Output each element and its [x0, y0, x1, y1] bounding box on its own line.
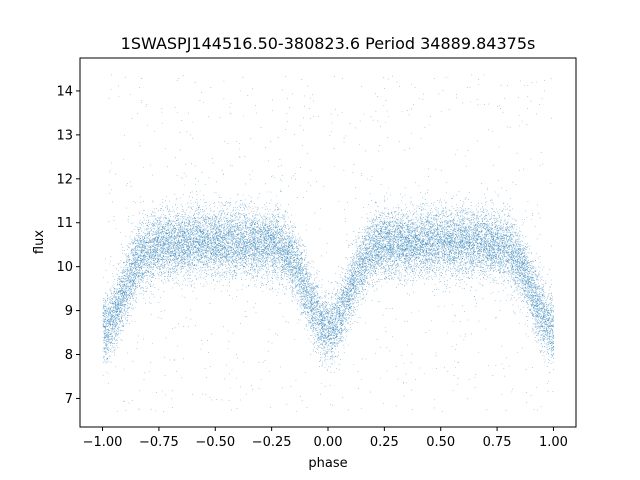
- x-tick-label: 1.00: [539, 435, 568, 450]
- x-tick-label: −1.00: [83, 435, 123, 450]
- x-tick-label: 0.00: [314, 435, 343, 450]
- x-axis-ticks: −1.00 −0.75 −0.50 −0.25 0.00 0.25 0.50 0.75 1.00: [83, 427, 568, 450]
- y-axis-ticks: 7 8 9 10 11 12 13 14: [56, 84, 80, 407]
- x-tick-label: 0.75: [483, 435, 512, 450]
- y-tick-label: 7: [65, 392, 73, 407]
- y-tick-label: 11: [56, 216, 73, 231]
- y-tick-label: 12: [56, 172, 73, 187]
- x-tick-label: −0.25: [252, 435, 292, 450]
- y-tick-label: 10: [56, 260, 73, 275]
- chart-title: 1SWASPJ144516.50-380823.6 Period 34889.8…: [121, 34, 536, 53]
- y-axis-label: flux: [32, 230, 47, 254]
- y-tick-label: 13: [56, 128, 73, 143]
- scatter-points: [102, 74, 555, 412]
- x-tick-label: −0.75: [139, 435, 179, 450]
- x-tick-label: 0.50: [426, 435, 455, 450]
- y-tick-label: 9: [65, 304, 73, 319]
- x-tick-label: −0.50: [195, 435, 235, 450]
- y-tick-label: 8: [65, 348, 73, 363]
- y-tick-label: 14: [56, 84, 73, 99]
- x-tick-label: 0.25: [370, 435, 399, 450]
- x-axis-label: phase: [308, 456, 347, 471]
- data-point-cloud: [102, 74, 555, 412]
